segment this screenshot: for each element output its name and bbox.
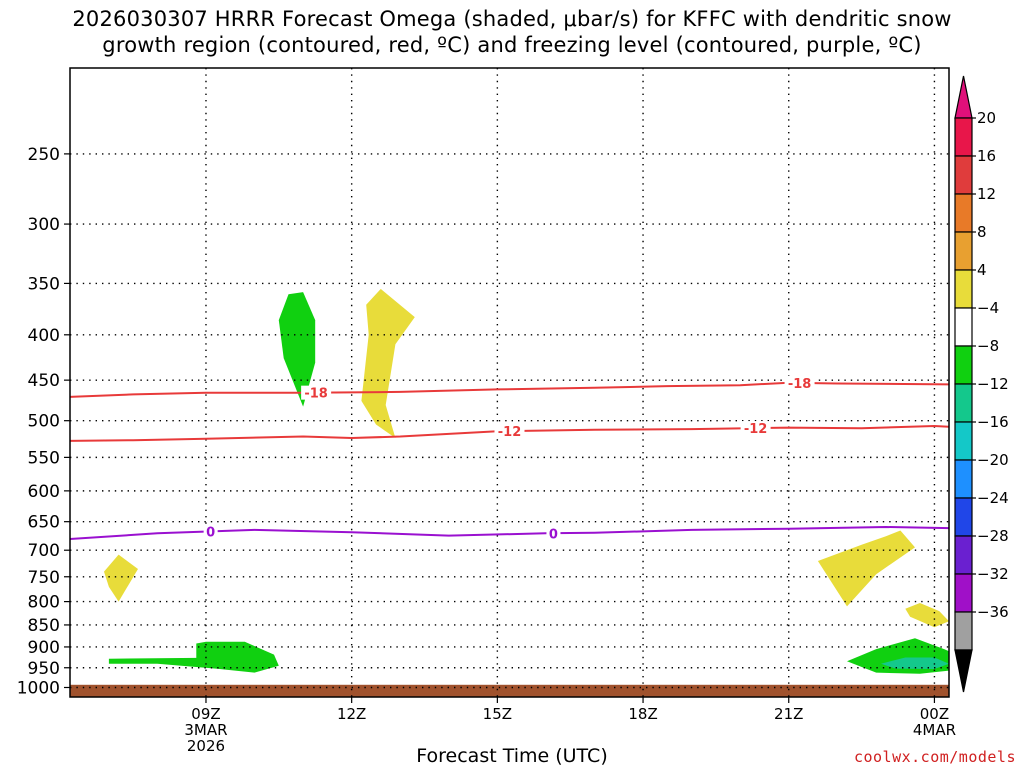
chart-title-line-1: 2026030307 HRRR Forecast Omega (shaded, … — [72, 7, 952, 31]
x-tick-label-09Z-0: 09Z — [191, 705, 220, 723]
y-tick-label-300: 300 — [28, 215, 60, 235]
colorbar-swatch-8 — [954, 383, 973, 423]
chart-title-line-2: growth region (contoured, red, ºC) and f… — [102, 33, 922, 57]
y-tick-label-900: 900 — [28, 638, 60, 658]
contour-label-bg-0-0 — [301, 385, 332, 400]
colorbar-swatch-3 — [954, 193, 973, 233]
colorbar-swatch-10 — [954, 459, 973, 499]
y-tick-label-750: 750 — [28, 568, 60, 588]
colorbar-swatch-4 — [954, 231, 973, 271]
x-tick-label-18Z-0: 18Z — [628, 705, 657, 723]
colorbar-swatch-14 — [954, 611, 973, 651]
colorbar-label-12: −28 — [977, 527, 1009, 545]
x-tick-label-15Z-0: 15Z — [483, 705, 512, 723]
contour-label-2-0: 0 — [206, 525, 215, 540]
x-tick-label-09Z-2: 2026 — [187, 737, 225, 755]
plot-frame — [69, 67, 950, 698]
y-tick-label-650: 650 — [28, 513, 60, 533]
credit-link[interactable]: coolwx.com/models — [853, 748, 1016, 766]
y-axis: 2503003504004505005506006507007508008509… — [17, 145, 70, 698]
contour-label-0-0: -18 — [304, 387, 328, 402]
omega-region-2 — [278, 292, 316, 407]
colorbar-swatch-5 — [954, 269, 973, 309]
colorbar-label-6: −4 — [977, 299, 999, 317]
chart-title: 2026030307 HRRR Forecast Omega (shaded, … — [0, 6, 1024, 58]
x-tick-label-09Z-1: 3MAR — [184, 721, 227, 739]
omega-region-3 — [104, 554, 138, 602]
omega-region-5 — [817, 530, 915, 607]
omega-region-4 — [108, 641, 279, 673]
colorbar-swatch-6 — [954, 307, 973, 347]
colorbar-swatch-13 — [954, 573, 973, 613]
x-axis-label: Forecast Time (UTC) — [416, 745, 608, 767]
y-tick-label-350: 350 — [28, 274, 60, 294]
contour--18 — [70, 381, 949, 398]
colorbar-bottom-triangle — [954, 649, 973, 693]
colorbar-swatch-12 — [954, 535, 973, 575]
colorbar-swatch-1 — [954, 117, 973, 157]
contour-label-1-1: -12 — [744, 422, 768, 437]
terrain-fill — [70, 684, 949, 697]
colorbar-label-11: −24 — [977, 489, 1009, 507]
colorbar-label-5: 4 — [977, 261, 987, 279]
y-tick-label-400: 400 — [28, 326, 60, 346]
colorbar-swatch-7 — [954, 345, 973, 385]
y-tick-label-500: 500 — [28, 412, 60, 432]
contour-label-bg-2-1 — [546, 526, 561, 541]
y-tick-label-600: 600 — [28, 482, 60, 502]
omega-shading — [104, 288, 949, 674]
colorbar-swatch-9 — [954, 421, 973, 461]
terrain-band — [70, 684, 949, 697]
colorbar-swatch-11 — [954, 497, 973, 537]
omega-region-8 — [881, 657, 949, 669]
contour-label-2-1: 0 — [549, 527, 558, 542]
colorbar-label-9: −16 — [977, 413, 1009, 431]
contour-0 — [70, 525, 949, 540]
y-tick-label-800: 800 — [28, 593, 60, 613]
y-tick-label-1000: 1000 — [17, 678, 60, 698]
colorbar-top-triangle — [954, 75, 973, 119]
y-tick-label-250: 250 — [28, 145, 60, 165]
y-tick-label-850: 850 — [28, 616, 60, 636]
contour-label-bg-2-0 — [203, 524, 218, 539]
contour-label-1-0: -12 — [498, 425, 522, 440]
colorbar-label-14: −36 — [977, 603, 1009, 621]
x-tick-label-21Z-0: 21Z — [774, 705, 803, 723]
colorbar-label-10: −20 — [977, 451, 1009, 469]
colorbar-label-3: 12 — [977, 185, 996, 203]
contour-label-0-1: -18 — [788, 377, 812, 392]
colorbar-label-1: 20 — [977, 109, 996, 127]
omega-region-1 — [361, 288, 415, 438]
colorbar-label-13: −32 — [977, 565, 1009, 583]
contour-lines: -18 -18 -12 -12 0 0 — [70, 375, 949, 542]
colorbar-label-2: 16 — [977, 147, 996, 165]
x-tick-label-00Z-1: 4MAR — [913, 721, 956, 739]
contour-label-bg-1-1 — [740, 421, 771, 436]
colorbar-label-7: −8 — [977, 337, 999, 355]
x-tick-label-12Z-0: 12Z — [337, 705, 366, 723]
y-tick-label-950: 950 — [28, 659, 60, 679]
y-tick-label-450: 450 — [28, 371, 60, 391]
colorbar-label-4: 8 — [977, 223, 987, 241]
colorbar-label-8: −12 — [977, 375, 1009, 393]
x-tick-label-00Z-0: 00Z — [920, 705, 949, 723]
colorbar: 20 16 12 8 4 −4 −8 −12 −16 −20 −24 −28 −32 −36 — [954, 75, 1009, 693]
contour-label-bg-1-0 — [494, 424, 525, 439]
y-tick-label-550: 550 — [28, 448, 60, 468]
contour-label-bg-0-1 — [784, 375, 815, 390]
y-tick-label-700: 700 — [28, 541, 60, 561]
omega-region-6 — [905, 603, 949, 628]
colorbar-swatch-2 — [954, 155, 973, 195]
